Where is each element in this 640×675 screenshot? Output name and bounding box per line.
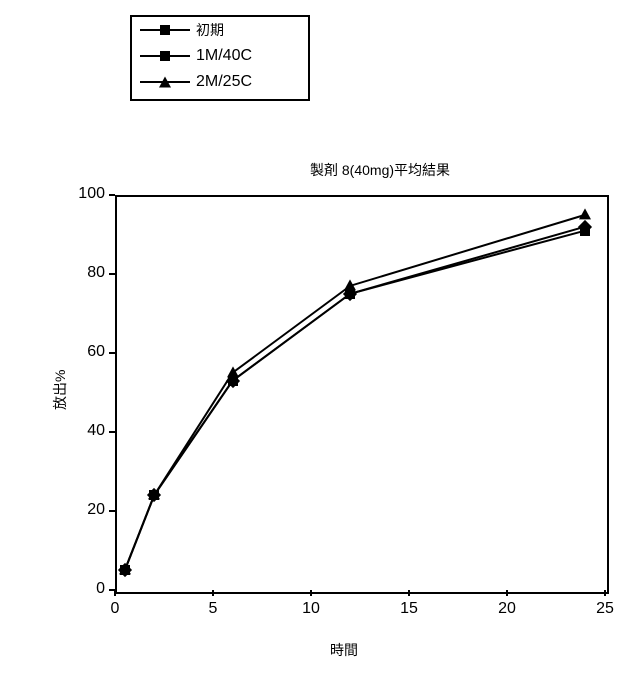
y-tick-label: 0 [65, 580, 105, 598]
y-tick-label: 60 [65, 343, 105, 361]
x-tick-label: 10 [291, 600, 331, 618]
x-tick [408, 590, 410, 596]
square-icon [580, 226, 590, 236]
triangle-icon [148, 489, 160, 500]
x-tick-label: 15 [389, 600, 429, 618]
y-tick-label: 20 [65, 501, 105, 519]
x-tick [114, 590, 116, 596]
square-icon [345, 289, 355, 299]
y-tick [109, 194, 115, 196]
line-plot [0, 0, 640, 675]
triangle-icon [344, 279, 356, 290]
x-tick-label: 20 [487, 600, 527, 618]
y-tick-label: 80 [65, 264, 105, 282]
x-tick [506, 590, 508, 596]
series-line [125, 227, 586, 571]
figure-page: 初期 1M/40C 2M/25C 製剤 8(40mg)平均結果 放出% 時間 0… [0, 0, 640, 675]
y-tick [109, 431, 115, 433]
x-tick [310, 590, 312, 596]
y-tick [109, 273, 115, 275]
y-tick-label: 40 [65, 422, 105, 440]
x-tick-label: 5 [193, 600, 233, 618]
triangle-icon [227, 366, 239, 377]
triangle-icon [119, 564, 131, 575]
x-tick [212, 590, 214, 596]
series-line [125, 215, 586, 571]
y-tick [109, 352, 115, 354]
y-tick [109, 510, 115, 512]
y-tick-label: 100 [65, 185, 105, 203]
x-tick-label: 25 [585, 600, 625, 618]
triangle-icon [579, 208, 591, 219]
x-tick-label: 0 [95, 600, 135, 618]
x-tick [604, 590, 606, 596]
